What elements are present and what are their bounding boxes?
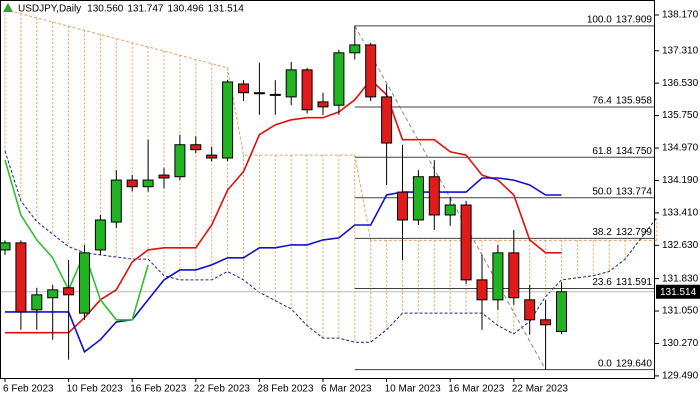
y-tick-label: 134.970: [662, 143, 699, 154]
candle-body: [444, 204, 456, 216]
x-tick-label: 6 Feb 2023: [3, 384, 54, 395]
candle-body: [15, 242, 27, 313]
header-value: 130.496: [167, 4, 204, 15]
symbol-label: USDJPY,Daily: [18, 4, 81, 15]
fib-ratio-label: 38.2: [592, 227, 612, 238]
candle-body: [110, 179, 122, 223]
y-tick-label: 133.410: [662, 208, 699, 219]
x-tick-label: 16 Mar 2023: [448, 384, 505, 395]
candle-body: [556, 291, 567, 332]
candle-body: [79, 252, 90, 314]
y-tick-label: 137.310: [662, 45, 699, 56]
candle-body: [190, 144, 202, 151]
candle-body: [397, 191, 408, 221]
x-tick-label: 22 Feb 2023: [194, 384, 251, 395]
y-tick-label: 131.830: [662, 273, 699, 284]
candle-body: [238, 83, 249, 94]
fib-ratio-label: 76.4: [592, 96, 612, 107]
candle-body: [381, 96, 393, 144]
fib-price-label: 129.640: [616, 358, 653, 369]
y-tick-label: 131.050: [662, 306, 699, 317]
header-value: 131.514: [208, 4, 245, 15]
x-tick-label: 6 Mar 2023: [321, 384, 372, 395]
x-tick-label: 10 Feb 2023: [67, 384, 124, 395]
candle-body: [508, 252, 520, 299]
candle-body: [47, 289, 59, 299]
y-tick-label: 132.630: [662, 240, 699, 251]
fib-ratio-label: 23.6: [592, 277, 612, 288]
price-tag: [656, 284, 700, 299]
candle-body: [269, 93, 281, 96]
header-value: 131.747: [127, 4, 164, 15]
x-tick-label: 16 Feb 2023: [130, 384, 187, 395]
indicator-line: [5, 177, 562, 354]
candle-body: [412, 176, 424, 221]
y-tick-label: 135.750: [662, 110, 699, 121]
fib-ratio-label: 0.0: [598, 358, 612, 369]
fib-price-label: 132.799: [616, 227, 653, 238]
fib-ratio-label: 61.8: [592, 146, 612, 157]
price-tag-label: 131.514: [660, 287, 697, 298]
candle-body: [174, 144, 186, 178]
y-tick-label: 129.490: [662, 371, 699, 382]
x-tick-label: 10 Mar 2023: [385, 384, 442, 395]
candle-body: [222, 81, 234, 159]
candle-body: [31, 294, 43, 311]
fib-ratio-label: 100.0: [587, 14, 612, 25]
candle-body: [94, 219, 106, 251]
candle-body: [428, 176, 440, 216]
fib-price-label: 135.958: [616, 96, 653, 107]
candle-body: [460, 204, 472, 281]
y-tick-label: 134.190: [662, 175, 699, 186]
indicator-line: [5, 78, 562, 334]
symbol-icon: [3, 3, 13, 12]
candle-body: [301, 69, 313, 111]
cloud-span-b: [4, 150, 658, 343]
y-tick-label: 136.530: [662, 78, 699, 89]
indicator-line: [4, 159, 149, 321]
fib-price-label: 131.591: [616, 277, 653, 288]
candle-body: [285, 69, 297, 98]
candle-body: [492, 252, 504, 301]
plot-frame: [0, 0, 655, 379]
candle-body: [317, 101, 329, 108]
candle-body: [365, 44, 377, 98]
y-tick-label: 138.170: [662, 10, 699, 21]
x-tick-label: 22 Mar 2023: [512, 384, 569, 395]
candle-body: [0, 242, 11, 251]
y-tick-label: 130.270: [662, 338, 699, 349]
candle-body: [206, 154, 218, 159]
header-value: 130.560: [87, 4, 124, 15]
fib-price-label: 133.774: [616, 186, 653, 197]
candle-body: [63, 287, 75, 296]
candle-body: [349, 44, 361, 54]
candle-body: [333, 52, 345, 106]
candle-body: [126, 179, 138, 188]
candle-body: [158, 174, 170, 179]
fib-ratio-label: 50.0: [592, 186, 612, 197]
fib-price-label: 134.750: [616, 146, 653, 157]
x-tick-label: 28 Feb 2023: [257, 384, 314, 395]
candle-body: [476, 279, 488, 301]
candle-body: [540, 319, 552, 326]
candle-body: [253, 92, 265, 95]
candle-body: [524, 299, 536, 321]
fib-price-label: 137.909: [616, 14, 653, 25]
cloud-span-a: [4, 9, 657, 241]
candle-body: [142, 179, 154, 188]
